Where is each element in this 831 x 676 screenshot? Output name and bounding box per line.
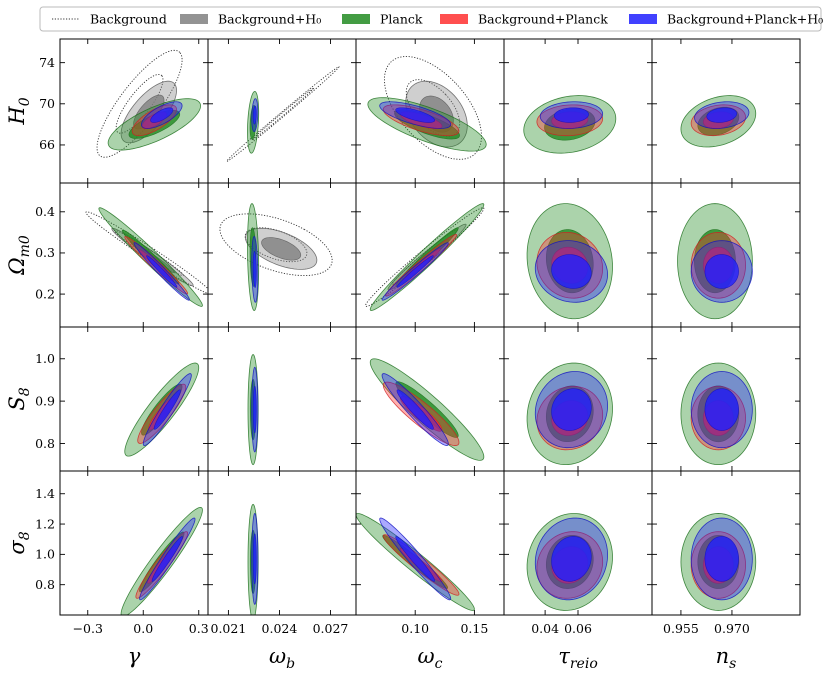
xaxis-label-omega-c: ωc [418, 644, 443, 672]
xtick-label-gamma: 0.0 [133, 621, 153, 636]
ytick-label-s8: 0.8 [35, 436, 55, 451]
contour-background-planck-h-r0-c4 [694, 101, 750, 129]
contour-background-h-r1-c1 [245, 227, 318, 270]
ytick-label-omega-m0: 0.2 [35, 286, 55, 301]
contour-68 [153, 389, 181, 430]
contour-68 [551, 388, 592, 431]
contour-68 [395, 107, 436, 123]
contour-68 [151, 536, 183, 582]
xtick-label-tau-reio: 0.04 [531, 621, 559, 636]
yaxis-label-sigma8: σ8 [5, 531, 33, 554]
legend-label-planck: Planck [380, 12, 423, 27]
ytick-label-omega-m0: 0.3 [35, 245, 55, 260]
xtick-label-gamma: 0.3 [189, 621, 209, 636]
contour-68 [396, 389, 434, 430]
contour-68 [396, 255, 434, 288]
panel-frame-r2-c1 [207, 326, 357, 472]
legend-swatch-background-planck-h [629, 14, 657, 24]
legend-label-background-planck-h: Background+Planck+H₀ [667, 12, 823, 27]
contour-95 [226, 66, 340, 162]
panel-frame-r3-c4 [651, 470, 801, 616]
contour-background-planck-h-r3-c4 [690, 517, 753, 601]
contour-68 [252, 250, 257, 288]
xtick-label-tau-reio: 0.06 [564, 621, 592, 636]
contour-68 [146, 255, 178, 288]
legend-label-background-h: Background+H₀ [218, 12, 321, 27]
legend-swatch-background-planck [440, 14, 468, 24]
xtick-label-omega-c: 0.10 [401, 621, 429, 636]
contour-background-planck-h-r1-c4 [690, 240, 753, 303]
ytick-label-s8: 0.9 [35, 393, 55, 408]
ytick-label-sigma8: 1.4 [35, 486, 55, 501]
contour-68 [704, 536, 739, 582]
ytick-label-h0: 70 [39, 96, 55, 111]
ytick-label-h0: 66 [39, 137, 55, 152]
legend-label-background-planck: Background+Planck [478, 12, 608, 27]
contour-background-planck-h-r1-c1 [251, 236, 259, 303]
contour-background-planck-h-r2-c3 [534, 371, 608, 449]
contour-background-planck-h-r2-c2 [381, 373, 449, 446]
contour-background-planck-h-r0-c1 [251, 98, 259, 132]
xtick-label-gamma: −0.3 [73, 621, 103, 636]
contour-planck-r2-c2 [369, 358, 485, 461]
yaxis-label-h0: H0 [5, 97, 33, 125]
contour-background-planck-h-r0-c0 [141, 101, 183, 129]
legend-label-background: Background [90, 12, 167, 27]
xtick-label-n-s: 0.970 [714, 621, 750, 636]
contour-68 [551, 254, 592, 289]
xaxis-label-n-s: ns [716, 644, 737, 672]
contour-68 [261, 237, 302, 261]
contour-background-planck-h-r2-c4 [690, 371, 753, 449]
contour-background-planck-h-r3-c3 [534, 517, 608, 601]
ytick-label-sigma8: 1.0 [35, 547, 55, 562]
contour-background-planck-h-r3-c2 [379, 517, 452, 601]
xtick-label-omega-c: 0.15 [460, 621, 488, 636]
panel-frame-r0-c1 [207, 38, 357, 184]
contour-background-planck-h-r0-c2 [379, 101, 452, 129]
ytick-label-omega-m0: 0.4 [35, 204, 55, 219]
contour-68 [704, 388, 739, 431]
contour-68 [150, 107, 174, 123]
contour-68 [395, 536, 436, 582]
contour-background-planck-h-r1-c3 [534, 240, 608, 303]
yaxis-label-s8: S8 [5, 387, 33, 410]
xtick-label-n-s: 0.955 [663, 621, 699, 636]
contour-68 [244, 227, 308, 263]
xaxis-label-gamma: γ [128, 644, 141, 668]
xtick-label-omega-b: 0.021 [211, 621, 247, 636]
contour-95 [96, 49, 183, 158]
contour-background-planck-h-r0-c3 [539, 101, 604, 129]
panel-frame-r3-c2 [355, 470, 505, 616]
yaxis-label-omega-m0: Ωm0 [5, 235, 33, 276]
contour-background-planck-h-r2-c0 [142, 373, 192, 446]
contour-68 [252, 533, 257, 585]
contour-68 [704, 254, 739, 289]
xtick-label-omega-b: 0.027 [313, 621, 349, 636]
contour-background-planck-h-r2-c1 [251, 366, 259, 453]
contour-68 [706, 107, 738, 123]
contour-background-planck-h-r3-c1 [251, 512, 259, 605]
xaxis-label-tau-reio: τreio [558, 644, 598, 672]
contour-background-planck-h-r1-c0 [133, 242, 190, 301]
ytick-label-s8: 1.0 [35, 351, 55, 366]
xaxis-label-omega-b: ωb [269, 644, 295, 672]
ytick-label-sigma8: 1.2 [35, 516, 55, 531]
legend-box [39, 6, 822, 32]
legend-swatch-planck [342, 14, 370, 24]
contour-68 [251, 87, 315, 141]
panel-frame-r3-c1 [207, 470, 357, 616]
legend-swatch-background-h [180, 14, 208, 24]
ytick-label-sigma8: 0.8 [35, 577, 55, 592]
contour-68 [551, 536, 592, 582]
panel-frame-r1-c0 [59, 182, 209, 328]
contour-68 [553, 107, 589, 123]
xtick-label-omega-b: 0.024 [262, 621, 298, 636]
contour-background-planck-h-r3-c0 [139, 517, 196, 601]
contour-background-r0-c1 [226, 66, 340, 162]
contour-68 [252, 105, 257, 125]
contour-background-planck-h-r1-c2 [381, 242, 449, 301]
ytick-label-h0: 74 [39, 55, 55, 70]
contour-68 [252, 385, 257, 434]
